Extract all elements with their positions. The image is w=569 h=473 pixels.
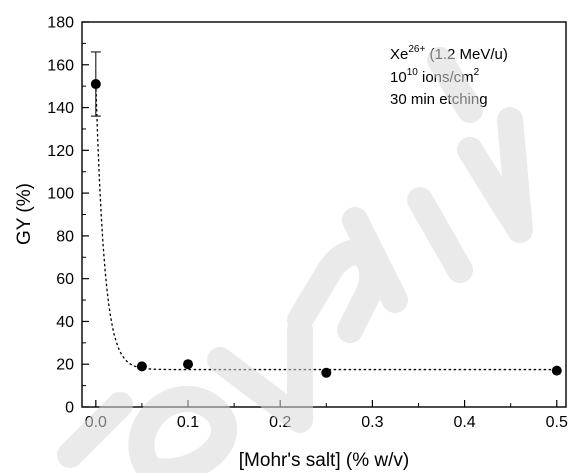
y-tick-label: 20 <box>56 357 74 374</box>
y-tick-label: 140 <box>47 100 74 117</box>
x-axis-title: [Mohr's salt] (% w/v) <box>239 450 409 471</box>
annotation-line-2: 1010 ions/cm2 <box>390 67 480 86</box>
fit-curve <box>95 84 557 371</box>
data-point <box>551 365 562 376</box>
data-point <box>136 361 147 372</box>
fit-curve-layer <box>95 84 557 371</box>
y-tick-label: 120 <box>47 143 74 160</box>
y-axis-ticks: 0 20 40 60 80 100 120 140 160 180 <box>47 15 89 417</box>
x-tick-label: 0.0 <box>85 414 107 431</box>
x-tick-label: 0.2 <box>269 414 291 431</box>
x-tick-label: 0.3 <box>361 414 383 431</box>
annotation-line-3: 30 min etching <box>390 91 488 108</box>
annotation: Xe26+ (1.2 MeV/u) 1010 ions/cm2 30 min e… <box>390 44 508 108</box>
x-tick-label: 0.5 <box>546 414 568 431</box>
data-point <box>90 79 101 90</box>
y-axis-title: GY (%) <box>14 183 35 245</box>
annotation-line-1: Xe26+ (1.2 MeV/u) <box>390 44 508 63</box>
y-tick-label: 80 <box>56 228 74 245</box>
data-point <box>183 359 194 370</box>
y-tick-label: 60 <box>56 271 74 288</box>
y-tick-label: 40 <box>56 314 74 331</box>
x-tick-label: 0.4 <box>453 414 475 431</box>
data-points <box>90 51 562 378</box>
data-point <box>321 367 332 378</box>
y-tick-label: 160 <box>47 57 74 74</box>
x-tick-label: 0.1 <box>177 414 199 431</box>
y-tick-label: 0 <box>65 400 74 417</box>
y-tick-label: 180 <box>47 15 74 32</box>
x-axis-ticks: 0.0 0.1 0.2 0.3 0.4 0.5 <box>85 400 568 431</box>
plot-frame <box>81 21 567 408</box>
y-tick-label: 100 <box>47 186 74 203</box>
